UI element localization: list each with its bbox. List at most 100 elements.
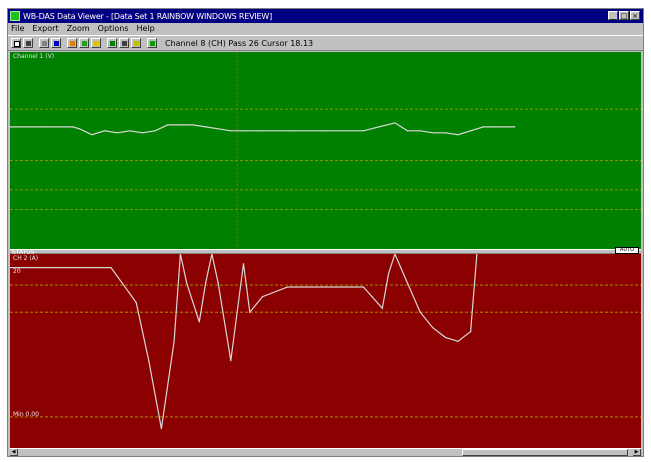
top-plot-data-point xyxy=(419,130,421,132)
plot-divider[interactable]: STATUS AUTO xyxy=(10,247,641,256)
top-plot-data-point xyxy=(495,126,497,128)
scroll-right-icon[interactable]: ▶ xyxy=(633,449,641,456)
bottom-plot-data-point xyxy=(249,311,251,313)
bottom-plot-data-point xyxy=(444,336,446,339)
bottom-plot-data-point xyxy=(230,360,232,362)
scroll-thumb[interactable] xyxy=(462,449,628,456)
scale-icon[interactable] xyxy=(119,38,129,48)
top-plot-data-point xyxy=(362,130,364,132)
bottom-plot-data-point xyxy=(261,296,263,298)
menu-bar: File Export Zoom Options Help xyxy=(8,23,643,34)
bottom-plot-data-point xyxy=(160,428,163,430)
top-plot-data-point xyxy=(91,134,93,136)
top-plot-data-point xyxy=(324,130,327,132)
menu-file[interactable]: File xyxy=(11,23,25,33)
bottom-plot[interactable]: CH 2 (A) 20 Min 0.00 xyxy=(10,254,641,448)
top-plot-data-point xyxy=(514,126,516,128)
pan-icon[interactable] xyxy=(67,38,77,48)
divider-box[interactable]: AUTO xyxy=(615,247,639,254)
bottom-plot-data-point xyxy=(198,321,200,323)
top-plot-data-point xyxy=(432,132,434,134)
top-plot[interactable]: Channel 1 (V) xyxy=(10,52,641,249)
scroll-left-icon[interactable]: ◀ xyxy=(10,449,18,456)
zoom-icon[interactable] xyxy=(51,38,61,48)
window-title: WB-DAS Data Viewer - [Data Set 1 RAINBOW… xyxy=(23,11,273,21)
menu-zoom[interactable]: Zoom xyxy=(66,23,90,33)
bottom-plot-data-point xyxy=(362,286,364,288)
top-plot-data-point xyxy=(457,134,459,136)
menu-help[interactable]: Help xyxy=(136,23,155,33)
bottom-plot-data-point xyxy=(186,282,188,284)
bottom-plot-data-point xyxy=(419,311,421,313)
bottom-plot-data-point xyxy=(287,286,289,288)
bottom-plot-label: CH 2 (A) xyxy=(13,255,39,262)
top-plot-data-point xyxy=(482,126,484,128)
record-icon[interactable] xyxy=(147,38,157,48)
top-plot-data-point xyxy=(78,128,81,130)
top-plot-data-point xyxy=(293,130,295,132)
maximize-button[interactable]: □ xyxy=(619,11,629,20)
bottom-axis-mark: 20 xyxy=(13,268,21,275)
top-plot-data-point xyxy=(167,124,169,126)
close-button[interactable]: × xyxy=(630,11,640,20)
horizontal-scrollbar[interactable]: ◀ ▶ xyxy=(10,448,641,456)
top-plot-svg xyxy=(10,52,641,249)
top-plot-data-point xyxy=(154,130,156,132)
top-plot-data-point xyxy=(10,126,11,128)
bottom-plot-data-point xyxy=(179,254,181,255)
title-bar[interactable]: WB-DAS Data Viewer - [Data Set 1 RAINBOW… xyxy=(8,9,643,23)
bottom-plot-data-point xyxy=(242,263,245,265)
bottom-plot-svg xyxy=(10,254,641,430)
print-icon[interactable] xyxy=(39,38,49,48)
bottom-plot-data-point xyxy=(135,301,137,304)
bottom-plot-data-point xyxy=(211,254,213,255)
top-plot-data-point xyxy=(406,130,409,132)
marker-icon[interactable] xyxy=(79,38,89,48)
bottom-plot-data-point xyxy=(406,282,409,284)
bottom-plot-data-point xyxy=(110,266,112,269)
top-plot-label: Channel 1 (V) xyxy=(13,53,55,60)
minimize-button[interactable]: _ xyxy=(608,11,618,20)
bottom-plot-data-point xyxy=(205,282,207,284)
bottom-plot-data-point xyxy=(305,286,308,288)
bottom-plot-data-point xyxy=(148,360,150,362)
menu-export[interactable]: Export xyxy=(32,23,59,33)
top-plot-data-point xyxy=(116,132,118,134)
bottom-lower-label: Min 0.00 xyxy=(13,411,39,418)
open-icon[interactable] xyxy=(11,38,21,48)
top-plot-data-point xyxy=(444,132,446,134)
top-plot-data-point xyxy=(205,126,207,128)
top-plot-data-point xyxy=(217,128,219,130)
bottom-plot-series-line xyxy=(10,254,478,429)
divider-label: STATUS xyxy=(12,249,35,256)
top-plot-data-point xyxy=(192,124,194,126)
channel-icon[interactable] xyxy=(131,38,141,48)
menu-options[interactable]: Options xyxy=(97,23,129,33)
bottom-plot-data-point xyxy=(432,327,434,329)
bottom-plot-data-point xyxy=(381,307,383,309)
top-plot-data-point xyxy=(129,130,131,132)
toolbar-status: Channel 8 (CH) Pass 26 Cursor 18.13 xyxy=(165,38,314,48)
top-plot-data-point xyxy=(230,130,232,132)
top-plot-data-point xyxy=(72,126,74,128)
top-plot-data-point xyxy=(47,126,49,128)
bottom-plot-data-point xyxy=(476,254,478,255)
bottom-plot-data-point xyxy=(394,254,396,255)
app-icon xyxy=(10,11,20,21)
grid-icon[interactable] xyxy=(91,38,101,48)
bottom-plot-data-point xyxy=(10,266,11,269)
bottom-plot-data-point xyxy=(324,286,327,288)
axis-icon[interactable] xyxy=(107,38,117,48)
top-plot-data-point xyxy=(394,122,396,124)
top-plot-data-point xyxy=(104,130,106,132)
top-plot-data-point xyxy=(179,124,181,126)
toolbar: Channel 8 (CH) Pass 26 Cursor 18.13 xyxy=(8,35,643,51)
top-plot-data-point xyxy=(470,130,472,132)
bottom-plot-data-point xyxy=(217,282,219,284)
app-window: WB-DAS Data Viewer - [Data Set 1 RAINBOW… xyxy=(7,8,644,457)
top-plot-data-point xyxy=(261,130,263,132)
save-icon[interactable] xyxy=(23,38,33,48)
top-plot-data-point xyxy=(242,130,245,132)
bottom-plot-data-point xyxy=(388,272,390,274)
bottom-plot-data-point xyxy=(173,340,175,342)
